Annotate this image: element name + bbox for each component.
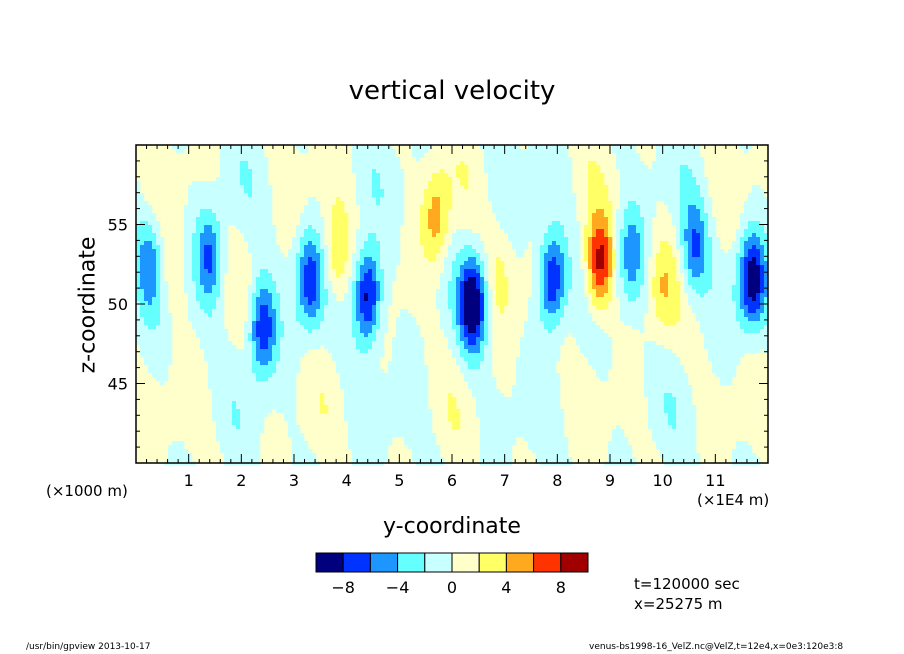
colorbar-tick-label: 8 — [556, 578, 566, 597]
time-info: t=120000 sec — [634, 575, 740, 593]
colorbar-tick-label: −8 — [331, 578, 355, 597]
colorbar-swatch — [478, 552, 507, 573]
x-position-info: x=25275 m — [634, 595, 723, 613]
colorbar-tick-label: 0 — [447, 578, 457, 597]
y-tick-label: 55 — [108, 216, 128, 235]
x-tick-label: 4 — [342, 471, 352, 490]
x-tick-label: 2 — [236, 471, 246, 490]
x-tick-label: 9 — [605, 471, 615, 490]
colorbar-swatch — [533, 552, 562, 573]
colorbar-swatch — [560, 552, 589, 573]
x-axis-unit-right: (×1E4 m) — [697, 491, 770, 509]
colorbar-swatch — [369, 552, 399, 573]
y-tick-label: 45 — [108, 375, 128, 394]
x-tick-label: 8 — [552, 471, 562, 490]
colorbar-swatch — [424, 552, 453, 573]
colorbar-swatch — [397, 552, 426, 573]
colorbar-swatch — [315, 552, 344, 573]
footer-program-date: /usr/bin/gpview 2013-10-17 — [26, 642, 151, 652]
y-tick-label: 50 — [108, 295, 128, 314]
y-axis-label: z-coordinate — [75, 236, 101, 374]
colorbar-swatch — [342, 552, 371, 573]
footer-file-info: venus-bs1998-16_VelZ.nc@VelZ,t=12e4,x=0e… — [589, 642, 844, 652]
x-tick-label: 1 — [184, 471, 194, 490]
colorbar: −8 −4 0 4 8 — [315, 552, 589, 597]
chart-title: vertical velocity — [348, 76, 556, 106]
x-tick-label: 7 — [500, 471, 510, 490]
x-tick-label: 3 — [289, 471, 299, 490]
colorbar-swatch — [505, 552, 535, 573]
colorbar-tick-label: −4 — [386, 578, 410, 597]
colorbar-tick-label: 4 — [501, 578, 511, 597]
x-axis-label: y-coordinate — [383, 514, 521, 539]
x-tick-label: 10 — [652, 471, 672, 490]
colorbar-swatch — [451, 552, 480, 573]
x-axis-unit-left: (×1000 m) — [46, 482, 128, 500]
x-tick-label: 5 — [394, 471, 404, 490]
x-tick-label: 11 — [705, 471, 725, 490]
x-tick-label: 6 — [447, 471, 457, 490]
contour-field — [136, 145, 769, 466]
